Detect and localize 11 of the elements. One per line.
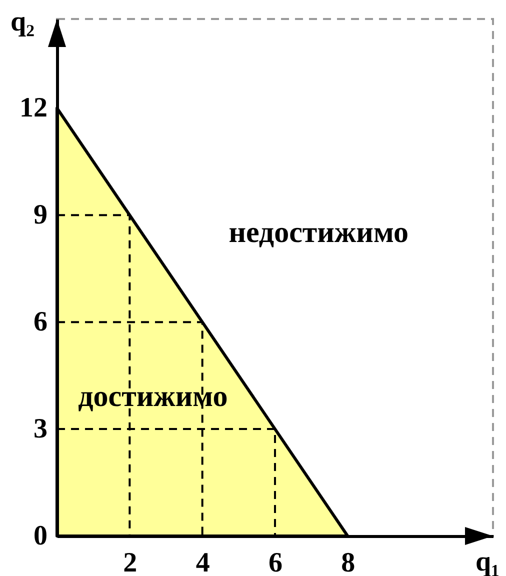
- y-axis-title: q₂: [10, 6, 34, 38]
- annotation: недостижимо: [228, 216, 408, 250]
- y-tick-label: 9: [34, 200, 48, 231]
- x-tick-label: 6: [268, 548, 282, 576]
- y-tick-label: 3: [34, 414, 48, 445]
- x-tick-label: 2: [123, 548, 138, 576]
- x-tick-label: 8: [341, 548, 356, 576]
- y-tick-label: 12: [20, 92, 48, 124]
- x-tick-label: 4: [196, 548, 210, 576]
- y-tick-label: 6: [34, 306, 48, 338]
- y-tick-label: 0: [34, 520, 48, 552]
